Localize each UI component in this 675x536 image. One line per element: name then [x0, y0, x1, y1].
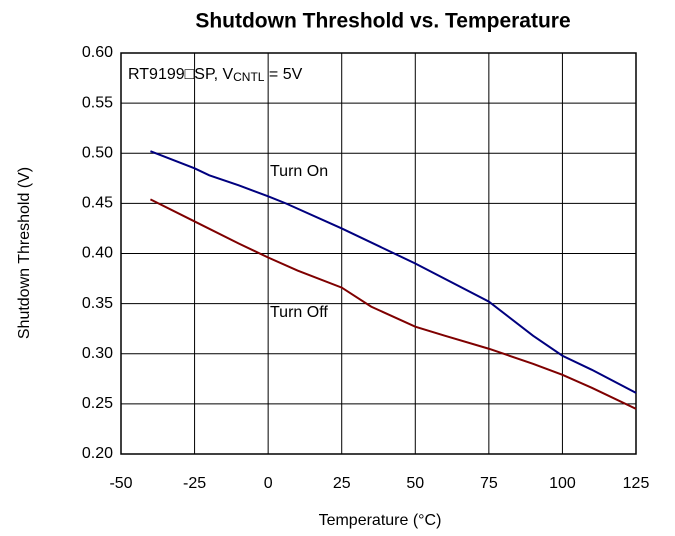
series-label: Turn On [270, 163, 328, 180]
annotation-part: = 5V [264, 66, 302, 83]
chart-title: Shutdown Threshold vs. Temperature [195, 10, 570, 33]
y-tick-label: 0.50 [82, 144, 113, 161]
y-tick-label: 0.20 [82, 445, 113, 462]
y-tick-label: 0.35 [82, 295, 113, 312]
y-tick-label: 0.40 [82, 245, 113, 262]
x-tick-label: 125 [623, 475, 650, 492]
y-tick-label: 0.25 [82, 395, 113, 412]
x-tick-label: 50 [406, 475, 424, 492]
y-tick-label: 0.45 [82, 195, 113, 212]
annotation-part: RT9199□SP, V [128, 66, 233, 83]
x-tick-label: 25 [333, 475, 351, 492]
x-axis-title: Temperature (°C) [319, 512, 442, 529]
x-tick-label: 100 [549, 475, 576, 492]
x-tick-label: 0 [264, 475, 273, 492]
x-tick-label: -50 [109, 475, 132, 492]
series-label: Turn Off [270, 304, 328, 321]
plot-frame [120, 52, 637, 455]
x-tick-label: 75 [480, 475, 498, 492]
y-tick-label: 0.60 [82, 44, 113, 61]
y-tick-label: 0.30 [82, 345, 113, 362]
y-axis-title: Shutdown Threshold (V) [16, 167, 33, 339]
series-line [150, 150, 637, 394]
series-line [149, 198, 637, 410]
annotation: RT9199□SP, VCNTL = 5V [128, 66, 303, 84]
y-tick-label: 0.55 [82, 94, 113, 111]
annotation-part: CNTL [233, 70, 265, 84]
x-tick-label: -25 [183, 475, 206, 492]
